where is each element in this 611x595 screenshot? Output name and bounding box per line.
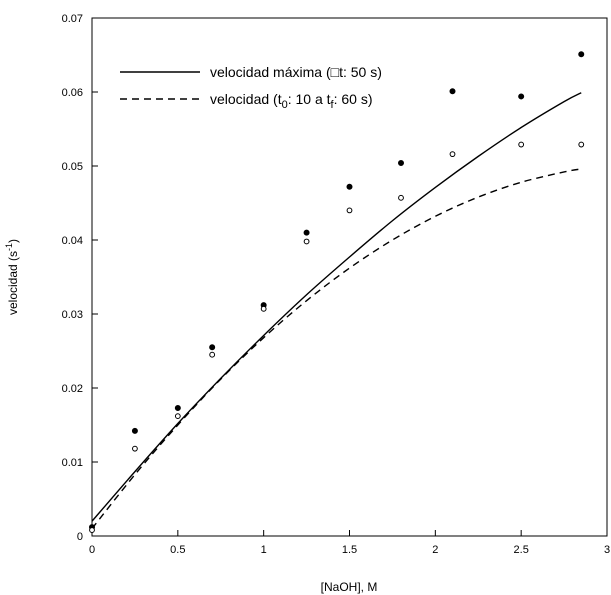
series-line-0 [91,92,582,522]
y-tick-label: 0.04 [62,235,83,247]
legend-label-part: t: 50 s) [339,64,382,80]
fit-lines [91,92,582,530]
legend-label-part: : 60 s) [334,91,373,107]
data-point-open [174,413,181,420]
data-point-filled [131,427,138,434]
data-point-open [209,351,216,358]
data-point-filled [209,344,216,351]
y-tick-label: 0.07 [62,13,83,25]
data-point-filled [174,404,181,411]
legend: velocidad máxima (□t: 50 s) velocidad (t0… [120,64,382,111]
data-point-open [346,207,353,214]
y-tick-label: 0.05 [62,161,83,173]
y-tick-label: 0.01 [62,457,83,469]
data-point-filled [578,51,585,58]
data-point-filled [346,183,353,190]
legend-label-0: velocidad máxima (□t: 50 s) [210,64,382,80]
y-axis-title: velocidad (s-1) [4,239,20,315]
x-tick-label: 1.5 [342,544,357,556]
x-axis-title: [NaOH], M [321,580,378,594]
data-point-open [132,445,138,452]
data-point-filled [449,88,456,95]
legend-label-part: velocidad máxima ( [210,64,331,80]
y-tick-label: 0 [77,531,83,543]
legend-label-part: velocidad (t [210,91,282,107]
x-axis-ticks: 0 0.5 1 1.5 2 2.5 3 [89,530,610,556]
y-axis-title-superscript: -1 [4,243,14,251]
data-point-open [89,527,95,533]
y-axis-ticks: 0 0.01 0.02 0.03 0.04 0.05 0.06 0.07 [62,13,98,543]
legend-label-part: □ [331,64,340,80]
data-point-open [303,238,310,245]
y-tick-label: 0.03 [62,309,83,321]
x-tick-label: 1 [261,544,267,556]
x-tick-label: 2 [432,544,438,556]
y-axis-title-main: velocidad (s [6,251,20,315]
data-point-open [260,305,267,312]
legend-label-part: : 10 a t [288,91,331,107]
data-point-open [449,151,456,158]
legend-label-part: 0 [282,99,288,111]
legend-label-1: velocidad (t0: 10 a tf: 60 s) [210,91,373,111]
x-tick-label: 0.5 [170,544,185,556]
y-tick-label: 0.02 [62,383,83,395]
data-point-filled [397,160,404,167]
x-tick-label: 3 [604,544,610,556]
data-point-open [398,194,404,201]
series-line-1 [91,168,582,530]
y-tick-label: 0.06 [62,87,83,99]
legend-label-part: f [331,99,335,111]
data-point-open [578,141,585,148]
x-tick-label: 2.5 [514,544,529,556]
data-point-filled [303,229,310,236]
data-point-open [518,141,525,148]
x-tick-label: 0 [89,544,95,556]
data-point-filled [518,93,525,100]
y-axis-title-end: ) [6,239,20,243]
data-markers [89,51,585,533]
